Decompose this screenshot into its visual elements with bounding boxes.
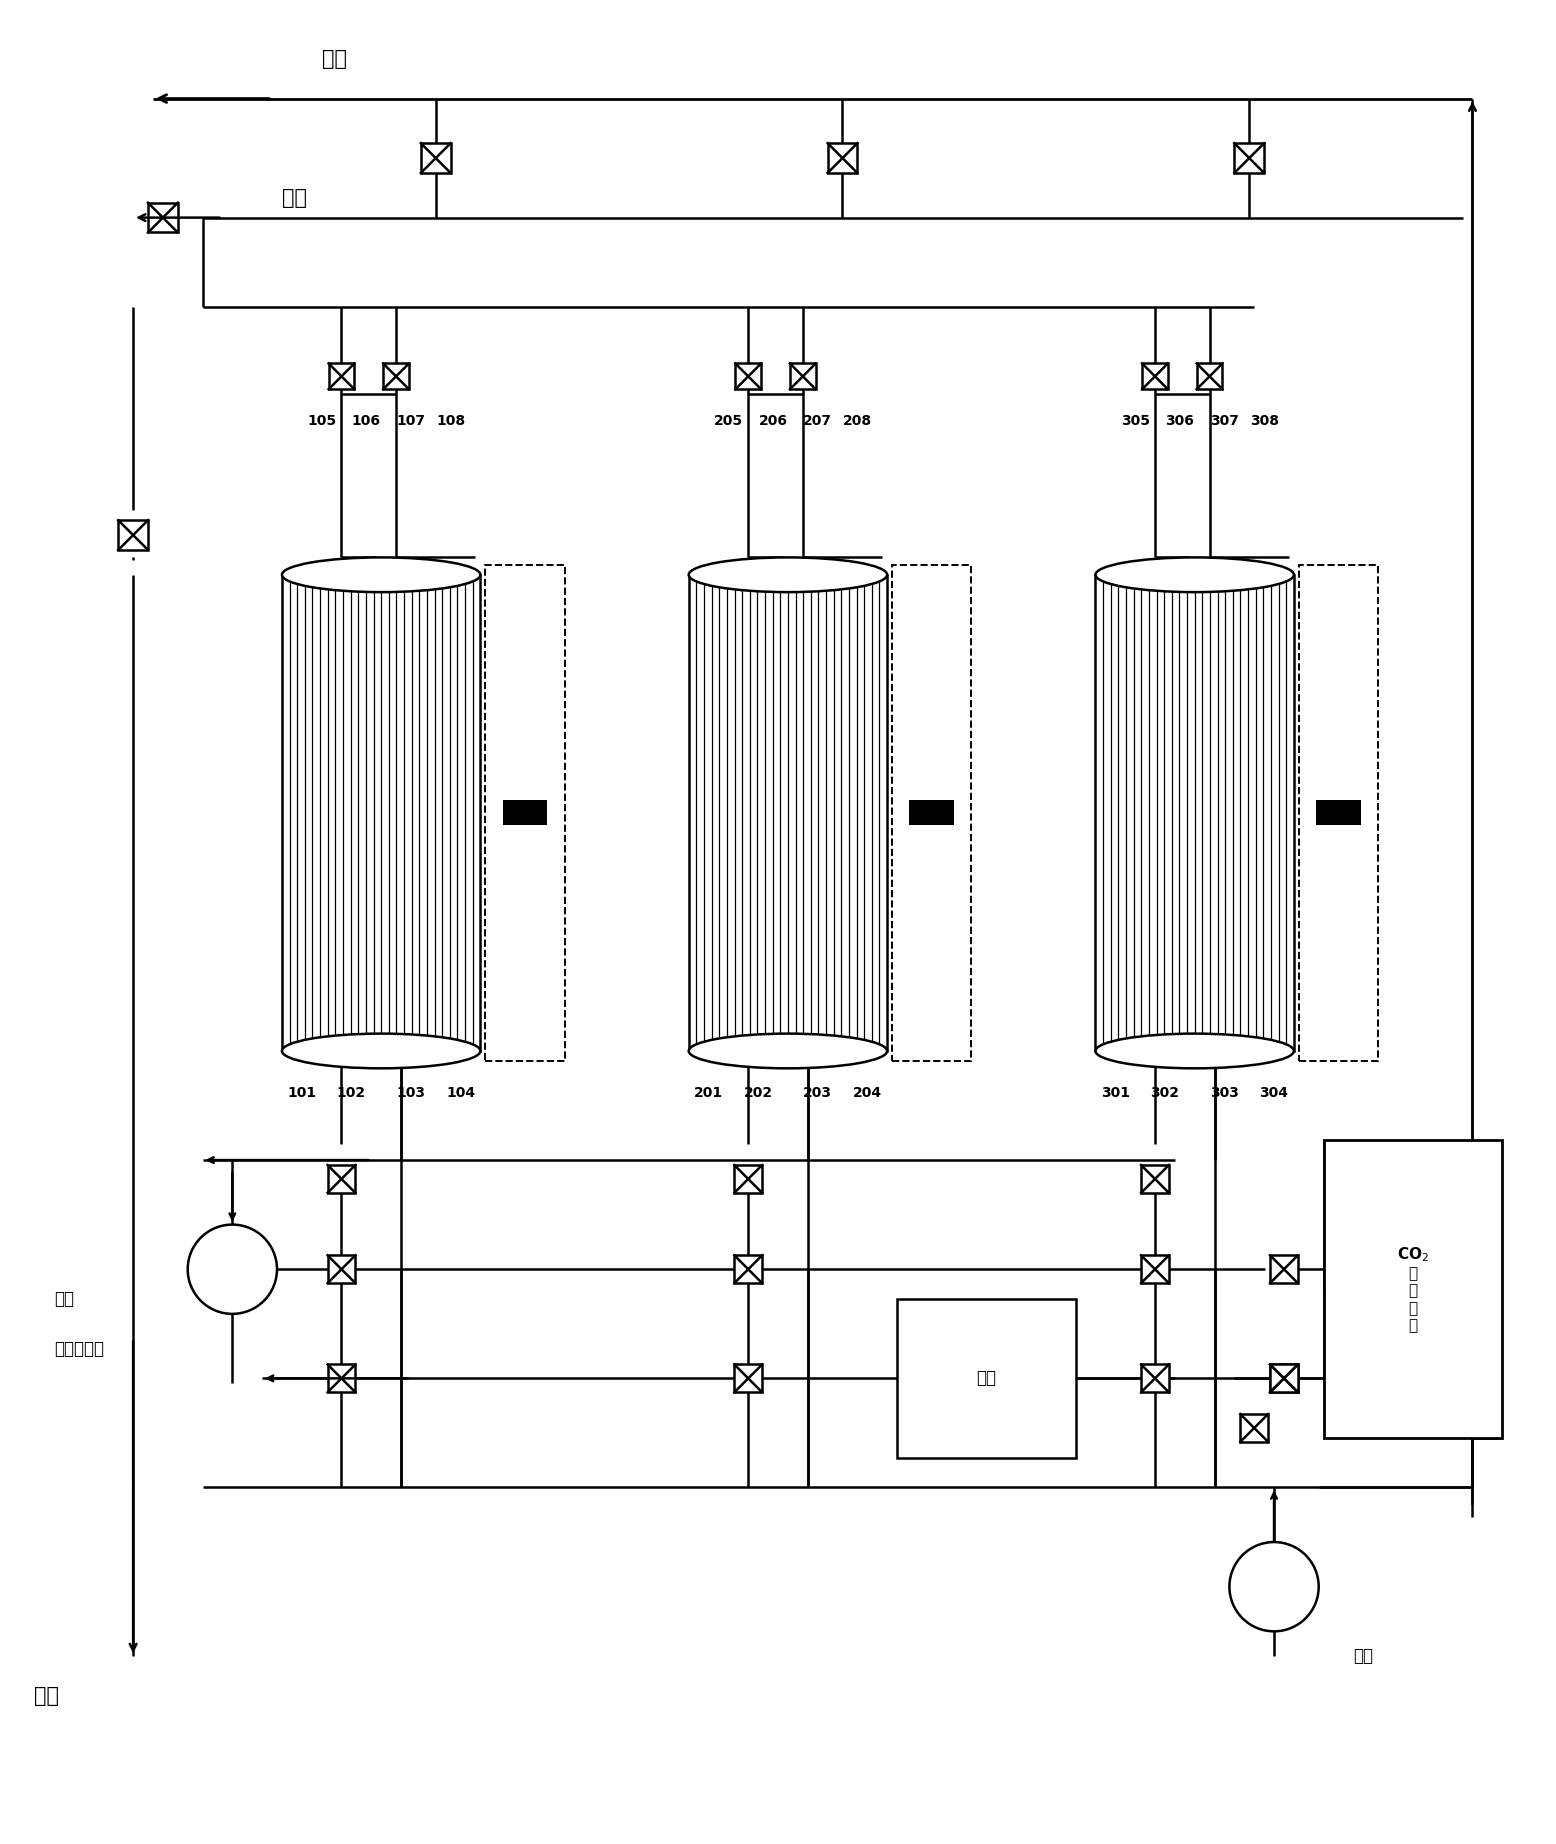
Text: 107: 107 — [397, 415, 425, 428]
Text: 207: 207 — [803, 415, 832, 428]
Text: 307: 307 — [1211, 415, 1239, 428]
Bar — [503, 800, 548, 826]
Bar — [1142, 363, 1169, 389]
Bar — [1316, 800, 1362, 826]
Text: 105: 105 — [307, 415, 336, 428]
Bar — [328, 1365, 355, 1392]
Text: 306: 306 — [1165, 415, 1195, 428]
Text: 101: 101 — [288, 1086, 316, 1099]
Bar — [1299, 564, 1379, 1060]
Text: 104: 104 — [447, 1086, 475, 1099]
Bar — [1141, 1165, 1169, 1193]
Bar — [790, 363, 815, 389]
Bar — [282, 575, 481, 1051]
Text: 202: 202 — [744, 1086, 773, 1099]
Text: 204: 204 — [853, 1086, 882, 1099]
Bar — [1240, 1414, 1268, 1442]
Ellipse shape — [689, 1034, 887, 1068]
Bar — [1270, 1365, 1298, 1392]
Text: 304: 304 — [1259, 1086, 1288, 1099]
Bar — [1270, 1365, 1298, 1392]
Text: 305: 305 — [1120, 415, 1150, 428]
Text: 308: 308 — [1249, 415, 1279, 428]
Bar — [689, 575, 887, 1051]
Bar — [734, 1365, 762, 1392]
Text: 进料: 进料 — [34, 1685, 59, 1706]
Bar — [734, 1256, 762, 1283]
Bar — [736, 363, 761, 389]
Ellipse shape — [1095, 557, 1295, 592]
Ellipse shape — [282, 1034, 481, 1068]
Ellipse shape — [282, 557, 481, 592]
Bar — [383, 363, 409, 389]
Bar — [1095, 575, 1295, 1051]
Bar — [420, 144, 451, 173]
Bar — [734, 1165, 762, 1193]
Bar — [1141, 1256, 1169, 1283]
Bar — [1270, 1256, 1298, 1283]
Bar — [328, 363, 355, 389]
Bar — [485, 564, 565, 1060]
Bar — [1324, 1140, 1502, 1438]
Text: 303: 303 — [1211, 1086, 1239, 1099]
Bar — [328, 1165, 355, 1193]
Text: 108: 108 — [436, 415, 465, 428]
Bar — [1197, 363, 1223, 389]
Text: 102: 102 — [336, 1086, 366, 1099]
Text: 106: 106 — [352, 415, 381, 428]
Text: 206: 206 — [758, 415, 787, 428]
Text: 208: 208 — [843, 415, 871, 428]
Bar — [909, 800, 954, 826]
Text: CO$_2$
产
品
气
柜: CO$_2$ 产 品 气 柜 — [1397, 1245, 1428, 1333]
Text: 排气: 排气 — [282, 188, 307, 208]
Text: 205: 205 — [714, 415, 742, 428]
Circle shape — [1229, 1542, 1318, 1632]
Bar — [828, 144, 857, 173]
Text: 302: 302 — [1150, 1086, 1179, 1099]
Text: 排气: 排气 — [322, 48, 347, 68]
Text: 冷却: 冷却 — [1354, 1647, 1374, 1665]
Bar — [328, 1256, 355, 1283]
Circle shape — [188, 1224, 277, 1315]
Bar — [892, 564, 971, 1060]
Bar — [1234, 144, 1263, 173]
Ellipse shape — [1095, 1034, 1295, 1068]
Text: 203: 203 — [803, 1086, 832, 1099]
Text: 冷却: 冷却 — [54, 1291, 73, 1307]
Bar — [118, 520, 148, 550]
Text: 干燥除水汽: 干燥除水汽 — [54, 1339, 104, 1357]
Text: 201: 201 — [694, 1086, 724, 1099]
Text: 气罐: 气罐 — [976, 1370, 996, 1387]
Ellipse shape — [689, 557, 887, 592]
Bar — [1141, 1365, 1169, 1392]
Text: 301: 301 — [1100, 1086, 1130, 1099]
Text: 103: 103 — [397, 1086, 425, 1099]
Bar — [148, 203, 177, 232]
Bar — [898, 1298, 1075, 1459]
